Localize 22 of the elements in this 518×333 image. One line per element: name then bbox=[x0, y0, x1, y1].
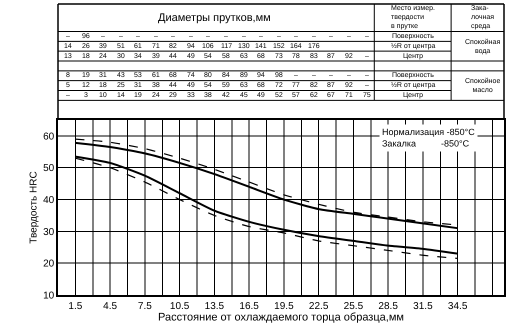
x-axis-title: Расстояние от охлаждаемого торца образца,мм bbox=[158, 312, 404, 324]
x-tick-label: 22.5 bbox=[308, 300, 329, 312]
x-tick-label: 16.5 bbox=[239, 300, 260, 312]
x-tick-label: 7.5 bbox=[138, 300, 152, 312]
x-tick-label: 34.5 bbox=[448, 300, 468, 312]
x-tick-label: 28.5 bbox=[378, 300, 398, 312]
y-axis-title: Твердость HRC bbox=[28, 171, 40, 244]
y-tick-label: 10 bbox=[43, 290, 55, 302]
text: Диаметры прутков,мм bbox=[158, 12, 271, 24]
x-tick-label: 13.5 bbox=[204, 300, 225, 312]
y-tick-label: 60 bbox=[43, 131, 55, 142]
y-tick-label: 50 bbox=[43, 163, 55, 174]
y-tick-label: 30 bbox=[43, 226, 55, 238]
x-tick-label: 31.5 bbox=[413, 300, 434, 312]
x-tick-label: 1.5 bbox=[68, 300, 83, 312]
y-tick-label: 20 bbox=[43, 258, 55, 270]
x-tick-label: 19.5 bbox=[274, 300, 294, 312]
x-tick-label: 4.5 bbox=[103, 300, 118, 312]
annotation: Нормализация -850°C Закалка -850°C bbox=[382, 127, 476, 149]
x-tick-label: 25.5 bbox=[344, 300, 364, 312]
y-tick-label: 40 bbox=[43, 195, 55, 206]
x-tick-label: 10.5 bbox=[170, 300, 190, 312]
